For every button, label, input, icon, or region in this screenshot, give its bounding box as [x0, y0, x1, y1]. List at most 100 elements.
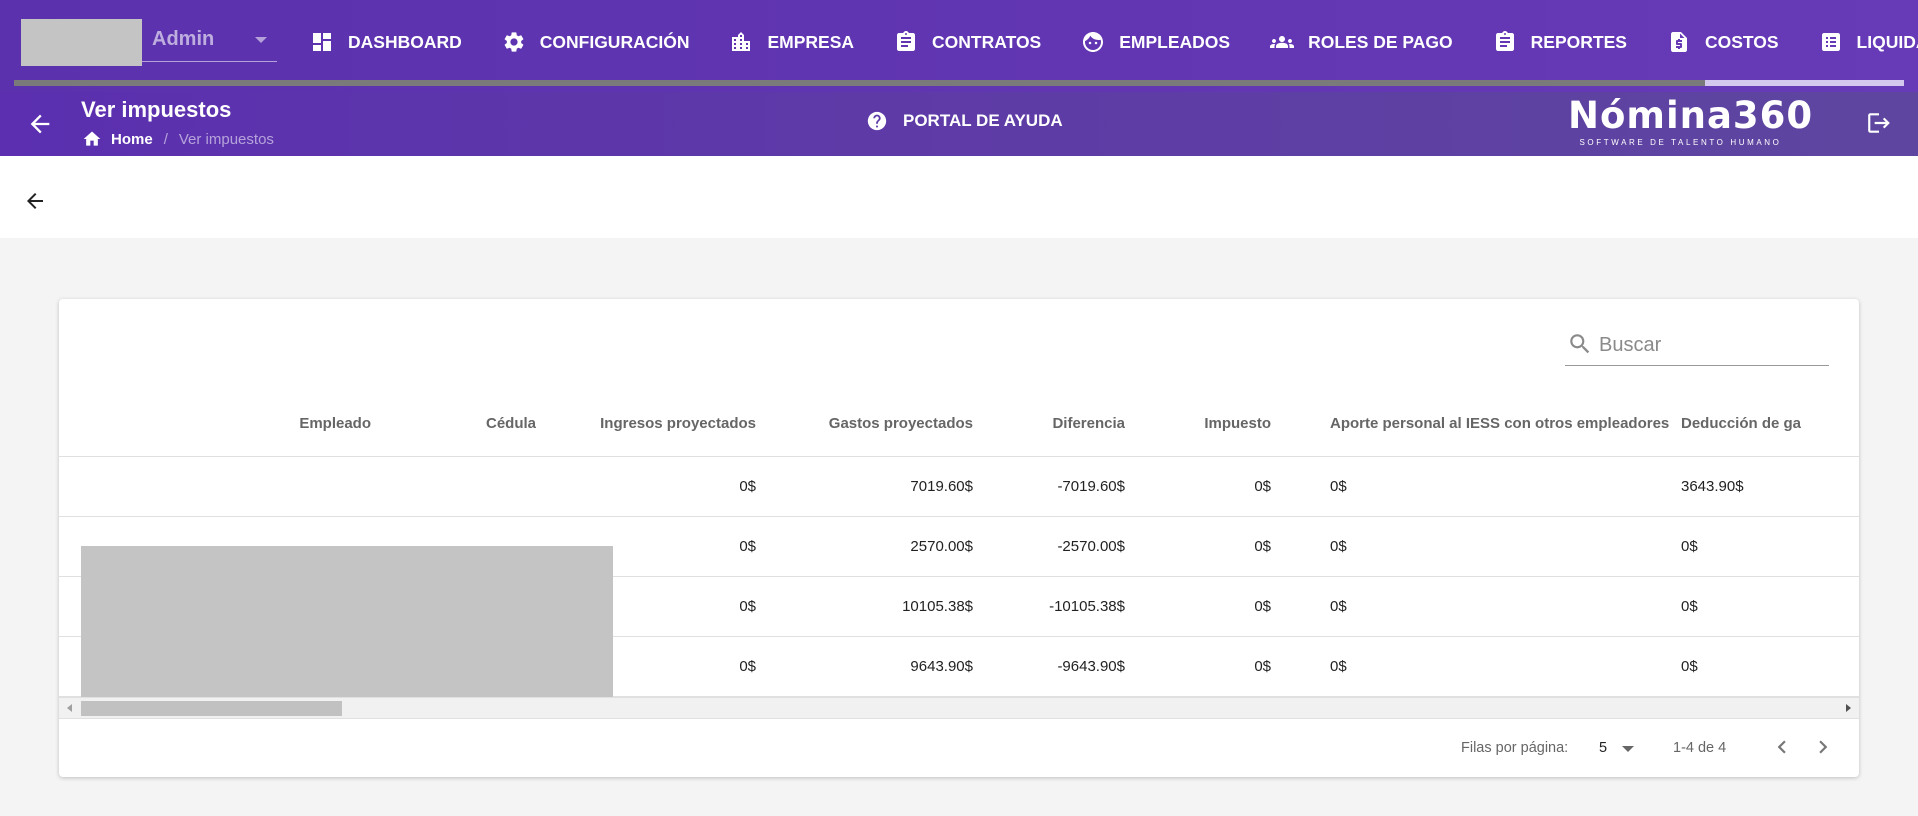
scroll-left-icon[interactable]	[67, 704, 72, 712]
header-back-button[interactable]	[26, 110, 54, 138]
search-field[interactable]	[1565, 326, 1829, 366]
cell-deduccion: 0$	[1681, 576, 1859, 637]
cell-impuesto: 0$	[1125, 516, 1271, 577]
chevron-down-icon	[255, 37, 267, 43]
group-icon	[1270, 36, 1295, 48]
table-pagination: Filas por página: 5 1-4 de 4	[59, 719, 1859, 777]
clipboard-icon	[897, 31, 916, 51]
help-portal-link[interactable]: PORTAL DE AYUDA	[866, 110, 1063, 132]
cell-spacer	[59, 516, 81, 577]
nav-item-label: CONFIGURACIÓN	[539, 31, 690, 52]
nav-item-label: EMPLEADOS	[1119, 31, 1231, 52]
brand-tagline: SOFTWARE DE TALENTO HUMANO	[1579, 138, 1782, 147]
scrollbar-thumb[interactable]	[81, 701, 342, 716]
cell-gastos: 2570.00$	[756, 516, 973, 577]
table-header-row: Empleado Cédula Ingresos proyectados Gas…	[59, 392, 1859, 457]
nav-item-label: REPORTES	[1530, 31, 1627, 52]
nav-item-costos[interactable]: COSTOS	[1647, 18, 1799, 66]
cell-diferencia: -9643.90$	[973, 636, 1125, 697]
nav-item-empleados[interactable]: EMPLEADOS	[1061, 18, 1250, 66]
cell-impuesto: 0$	[1125, 456, 1271, 517]
cell-spacer	[59, 636, 81, 697]
breadcrumb: Home / Ver impuestos	[82, 129, 274, 149]
list-icon	[1821, 33, 1840, 51]
help-circle-icon	[867, 111, 887, 131]
back-button[interactable]	[23, 189, 47, 213]
cell-aporte: 0$	[1271, 576, 1681, 637]
user-select[interactable]: Admin	[142, 19, 277, 62]
nav-item-empresa[interactable]: EMPRESA	[709, 18, 874, 66]
top-navigation: Admin DASHBOARD CONFIGURACIÓN EMPRESA CO…	[0, 0, 1918, 92]
cell-impuesto: 0$	[1125, 576, 1271, 637]
nav-item-label: CONTRATOS	[932, 31, 1042, 52]
nav-item-contratos[interactable]: CONTRATOS	[874, 18, 1061, 66]
money-file-icon	[1670, 32, 1687, 52]
building-icon	[732, 32, 751, 51]
column-header-empleado[interactable]: Empleado	[81, 392, 371, 457]
arrow-left-icon	[27, 193, 43, 209]
dashboard-icon	[313, 33, 331, 51]
brand-name: Nómina360	[1568, 94, 1814, 137]
gear-icon	[504, 32, 524, 52]
column-header-diferencia[interactable]: Diferencia	[973, 392, 1125, 457]
breadcrumb-current: Ver impuestos	[178, 130, 274, 148]
nav-item-reportes[interactable]: REPORTES	[1473, 18, 1647, 66]
rows-per-page-select[interactable]: 5	[1599, 740, 1608, 756]
table-row[interactable]: 0$ 7019.60$ -7019.60$ 0$ 0$ 3643.90$	[59, 456, 1859, 517]
column-header-aporte[interactable]: Aporte personal al IESS con otros emplea…	[1271, 392, 1681, 457]
horizontal-scrollbar[interactable]	[59, 697, 1859, 719]
column-header-ingresos[interactable]: Ingresos proyectados	[536, 392, 756, 457]
breadcrumb-home[interactable]: Home	[111, 130, 153, 148]
nav-item-configuracion[interactable]: CONFIGURACIÓN	[482, 18, 710, 66]
next-page-button[interactable]	[1810, 734, 1836, 760]
logout-icon	[1868, 113, 1890, 133]
previous-page-button[interactable]	[1769, 734, 1795, 760]
nav-item-label: ROLES DE PAGO	[1308, 31, 1453, 52]
cell-gastos: 7019.60$	[756, 456, 973, 517]
nav-item-dashboard[interactable]: DASHBOARD	[290, 18, 482, 66]
cell-ingresos: 0$	[536, 456, 756, 517]
nav-item-label: COSTOS	[1704, 31, 1779, 52]
cell-empleado	[81, 456, 371, 517]
taxes-card: Empleado Cédula Ingresos proyectados Gas…	[59, 299, 1859, 777]
company-logo	[21, 19, 142, 66]
chevron-down-icon[interactable]	[1622, 746, 1634, 752]
cell-deduccion: 3643.90$	[1681, 456, 1859, 517]
cell-gastos: 9643.90$	[756, 636, 973, 697]
cell-diferencia: -7019.60$	[973, 456, 1125, 517]
breadcrumb-separator: /	[163, 130, 168, 148]
page-title: Ver impuestos	[81, 97, 232, 122]
face-icon	[1083, 32, 1104, 52]
home-icon	[83, 131, 101, 146]
nav-item-roles-de-pago[interactable]: ROLES DE PAGO	[1250, 18, 1473, 66]
page-header: Ver impuestos Home / Ver impuestos PORTA…	[0, 92, 1918, 156]
nav-item-label: LIQUIDACIONES	[1856, 31, 1918, 52]
cell-diferencia: -2570.00$	[973, 516, 1125, 577]
cell-impuesto: 0$	[1125, 636, 1271, 697]
chevron-right-icon	[1819, 740, 1828, 754]
nav-scroll-track	[14, 80, 1904, 86]
brand-logo: Nómina360 SOFTWARE DE TALENTO HUMANO	[1568, 94, 1814, 151]
nav-item-liquidaciones[interactable]: LIQUIDACIONES	[1799, 18, 1918, 66]
user-name: Admin	[152, 28, 215, 50]
rows-per-page-label: Filas por página:	[1461, 740, 1569, 756]
pagination-range: 1-4 de 4	[1673, 740, 1727, 756]
column-header-deduccion[interactable]: Deducción de ga	[1681, 392, 1859, 457]
nav-item-label: EMPRESA	[767, 31, 855, 52]
cell-cedula	[371, 456, 536, 517]
table-container: Empleado Cédula Ingresos proyectados Gas…	[59, 392, 1859, 697]
clipboard-icon	[1495, 31, 1514, 51]
search-input[interactable]	[1599, 328, 1824, 362]
column-header-cedula[interactable]: Cédula	[371, 392, 536, 457]
cell-spacer	[59, 456, 81, 517]
main-menu: DASHBOARD CONFIGURACIÓN EMPRESA CONTRATO…	[290, 18, 1918, 66]
column-header-impuesto[interactable]: Impuesto	[1125, 392, 1271, 457]
redacted-employee-info	[81, 546, 613, 697]
logout-button[interactable]	[1866, 110, 1892, 136]
scroll-right-icon[interactable]	[1846, 704, 1851, 712]
column-header-gastos[interactable]: Gastos proyectados	[756, 392, 973, 457]
cell-aporte: 0$	[1271, 456, 1681, 517]
cell-diferencia: -10105.38$	[973, 576, 1125, 637]
arrow-left-icon	[30, 114, 50, 134]
nav-item-label: DASHBOARD	[348, 31, 462, 52]
